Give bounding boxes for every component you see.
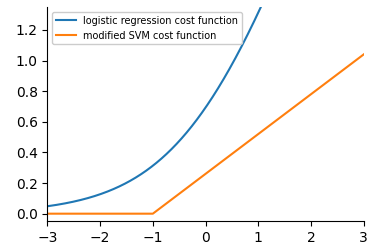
logistic regression cost function [173,144,178,147]
modified SVM cost function [292,106,296,109]
logistic regression cost function [262,0,267,1]
Line: logistic regression cost function: logistic regression cost function [47,0,364,206]
modified SVM cost function [173,195,178,198]
modified SVM cost function [78,212,82,215]
Legend: logistic regression cost function, modified SVM cost function: logistic regression cost function, modif… [52,12,242,44]
Line: modified SVM cost function: modified SVM cost function [47,54,364,214]
modified SVM cost function [184,186,189,190]
logistic regression cost function [78,199,82,202]
modified SVM cost function [297,101,302,104]
logistic regression cost function [45,205,50,208]
modified SVM cost function [362,53,366,56]
modified SVM cost function [45,212,50,215]
logistic regression cost function [184,131,189,134]
modified SVM cost function [262,128,267,131]
